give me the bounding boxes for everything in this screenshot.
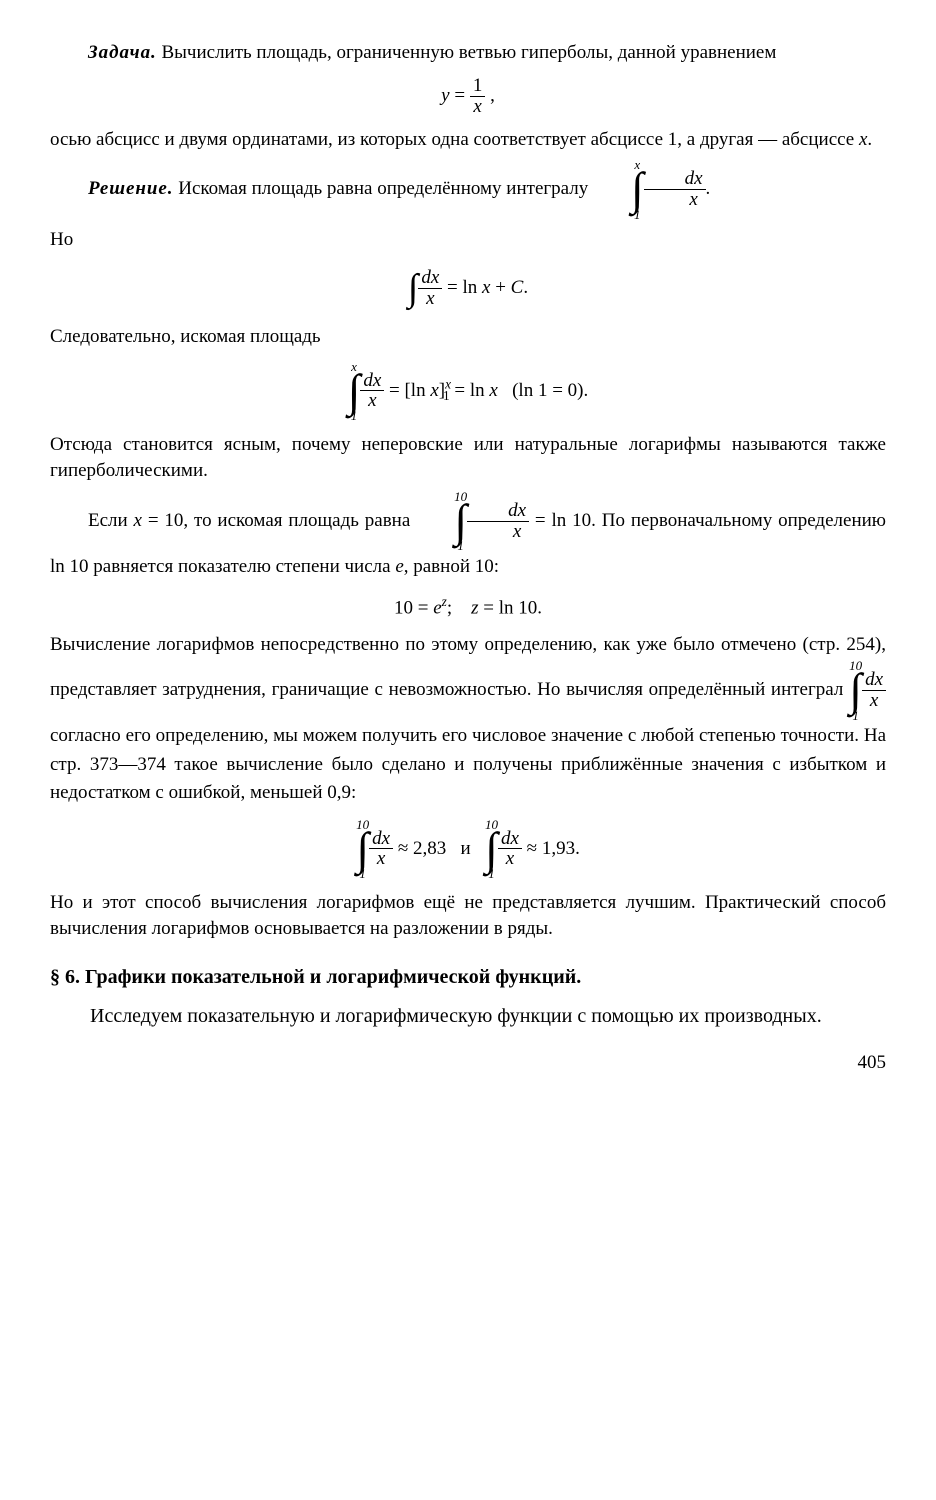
int1: x∫1 bbox=[593, 158, 644, 221]
para-therefore: Следовательно, искомая площадь bbox=[50, 324, 886, 350]
eq-10ez: 10 = ez; z = ln 10. bbox=[50, 593, 886, 621]
eq3-m1: = [ln bbox=[384, 379, 430, 400]
int1-dn: 1 bbox=[593, 208, 644, 221]
para-but: Но bbox=[50, 227, 886, 253]
para-investigate: Исследуем показательную и логарифмическу… bbox=[50, 1003, 886, 1030]
eq5-int2: 10∫1 bbox=[485, 818, 498, 881]
int3: 10∫1 bbox=[849, 659, 862, 722]
eq5-num2: dx bbox=[498, 829, 522, 850]
para-if10: Если x = 10, то искомая площадь равна 10… bbox=[50, 490, 886, 583]
eq3-den: x bbox=[360, 391, 384, 411]
eq1-den: x bbox=[470, 97, 486, 117]
eq2-den: x bbox=[418, 289, 442, 309]
p2-dot: . bbox=[867, 129, 872, 150]
task-text: Вычислить площадь, ограниченную ветвью г… bbox=[157, 42, 777, 63]
eq-approx: 10∫1dxx ≈ 2,83 и 10∫1dxx ≈ 1,93. bbox=[50, 818, 886, 881]
eq5-frac1: dxx bbox=[369, 829, 393, 870]
eq5-frac2: dxx bbox=[498, 829, 522, 870]
eq5-v2: ≈ 1,93. bbox=[522, 837, 580, 858]
eq2-int: ∫ bbox=[408, 267, 418, 309]
eq5-int1: 10∫1 bbox=[356, 818, 369, 881]
eq3-int: x∫1 bbox=[348, 360, 361, 423]
int2: 10∫1 bbox=[416, 490, 467, 553]
int1-frac: dxx bbox=[644, 169, 706, 210]
eq4a: 10 = bbox=[394, 597, 433, 618]
eq5-den2: x bbox=[498, 849, 522, 869]
para-solution: Решение. Искомая площадь равна определён… bbox=[50, 158, 886, 221]
eq4e: e bbox=[433, 597, 441, 618]
int1-num: dx bbox=[644, 169, 706, 190]
eq1-comma: , bbox=[485, 84, 495, 105]
int3-sym: ∫ bbox=[849, 672, 862, 709]
eq3-frac: dxx bbox=[360, 371, 384, 412]
int2-den: x bbox=[467, 522, 529, 542]
eq5-sym2: ∫ bbox=[485, 831, 498, 868]
solution-label: Решение. bbox=[88, 178, 174, 199]
eq3-m3: = ln bbox=[450, 379, 490, 400]
section-heading: § 6. Графики показательной и логарифмиче… bbox=[50, 964, 886, 991]
int1-den: x bbox=[644, 190, 706, 210]
para-series: Но и этот способ вычисления логарифмов е… bbox=[50, 890, 886, 941]
int3-frac: dxx bbox=[862, 670, 886, 711]
p8a: Вычисление логарифмов непосредственно по… bbox=[50, 634, 886, 700]
eq5-num1: dx bbox=[369, 829, 393, 850]
p7b: = 10, то искомая площадь равна bbox=[142, 509, 416, 530]
p7e: e bbox=[395, 556, 403, 577]
eq-def: x∫1dxx = [ln x]x1 = ln x (ln 1 = 0). bbox=[50, 360, 886, 423]
eq1-frac: 1x bbox=[470, 76, 486, 117]
p3-dot: . bbox=[706, 178, 711, 199]
int2-frac: dxx bbox=[467, 501, 529, 542]
eq-y-1x: y = 1x , bbox=[50, 76, 886, 117]
eq3-x2: x bbox=[489, 379, 497, 400]
int2-sym: ∫ bbox=[416, 503, 467, 540]
eq3-x1: x bbox=[430, 379, 438, 400]
eq2-plus: + bbox=[490, 277, 510, 298]
eq4z2: z bbox=[471, 597, 478, 618]
int3-den: x bbox=[862, 691, 886, 711]
p7d: , равной 10: bbox=[404, 556, 499, 577]
eq2-c: C bbox=[511, 277, 524, 298]
eq1-num: 1 bbox=[470, 76, 486, 97]
int2-dn: 1 bbox=[416, 539, 467, 552]
eq2-frac: dxx bbox=[418, 268, 442, 309]
eq2-dot: . bbox=[523, 277, 528, 298]
eq4b: ; bbox=[447, 597, 471, 618]
eq5-v1: ≈ 2,83 и bbox=[393, 837, 485, 858]
int3-num: dx bbox=[862, 670, 886, 691]
p7a: Если bbox=[88, 509, 134, 530]
eq5-den1: x bbox=[369, 849, 393, 869]
solution-text: Искомая площадь равна определённому инте… bbox=[174, 178, 593, 199]
eq3-sub: 1 bbox=[443, 388, 450, 403]
eq5-sym1: ∫ bbox=[356, 831, 369, 868]
eq2-ln: = ln bbox=[442, 277, 482, 298]
page-number: 405 bbox=[50, 1050, 886, 1076]
p2-text: осью абсцисс и двумя ординатами, из кото… bbox=[50, 129, 859, 150]
para-task: Задача. Вычислить площадь, ограниченную … bbox=[50, 40, 886, 66]
eq3-num: dx bbox=[360, 371, 384, 392]
eq3-sym: ∫ bbox=[348, 373, 361, 410]
int1-sym: ∫ bbox=[593, 171, 644, 208]
eq2-num: dx bbox=[418, 268, 442, 289]
eq-indef: ∫dxx = ln x + C. bbox=[50, 263, 886, 314]
eq1-lhs: y bbox=[441, 84, 449, 105]
eq3-paren: (ln 1 = 0). bbox=[498, 379, 588, 400]
task-label: Задача. bbox=[88, 42, 157, 63]
p7x: x bbox=[134, 509, 142, 530]
int2-num: dx bbox=[467, 501, 529, 522]
para-calc: Вычисление логарифмов непосредственно по… bbox=[50, 631, 886, 808]
eq1-eq: = bbox=[450, 84, 470, 105]
eq4c: = ln 10. bbox=[479, 597, 543, 618]
para-axis: осью абсцисс и двумя ординатами, из кото… bbox=[50, 127, 886, 153]
para-hyperbolic: Отсюда становится ясным, почему неперовс… bbox=[50, 432, 886, 483]
p8b: согласно его определению, мы можем получ… bbox=[50, 725, 886, 803]
